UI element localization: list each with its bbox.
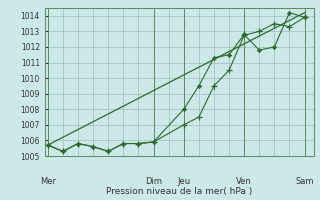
Text: Pression niveau de la mer( hPa ): Pression niveau de la mer( hPa ) xyxy=(106,187,252,196)
Text: Jeu: Jeu xyxy=(177,177,190,186)
Text: Ven: Ven xyxy=(236,177,252,186)
Text: Mer: Mer xyxy=(40,177,56,186)
Text: Dim: Dim xyxy=(145,177,162,186)
Text: Sam: Sam xyxy=(295,177,314,186)
